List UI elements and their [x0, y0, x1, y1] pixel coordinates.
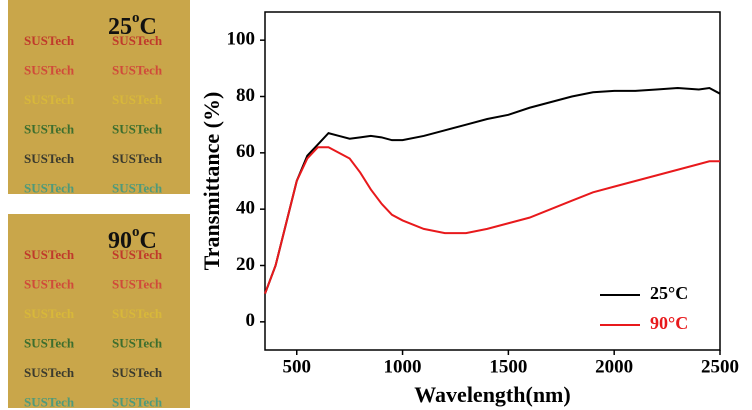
data-line: [264, 146, 720, 295]
x-tick-label: 2000: [595, 356, 633, 377]
photo-text: SUSTech: [24, 306, 75, 321]
photo-text: SUSTech: [112, 276, 163, 291]
photo-text: SUSTech: [112, 151, 163, 166]
y-tick-label: 60: [236, 141, 255, 162]
label-part: o: [132, 224, 140, 240]
photo-text: SUSTech: [24, 247, 75, 262]
photo-label: 90oC: [108, 224, 157, 253]
x-tick-label: 2500: [701, 356, 739, 377]
plot-frame: [264, 11, 721, 351]
photo-text: SUSTech: [24, 151, 75, 166]
label-part: o: [132, 10, 140, 26]
y-tick-label: 20: [236, 254, 255, 275]
photo-text: SUSTech: [24, 92, 75, 107]
photo-text: SUSTech: [112, 335, 163, 350]
x-tick-label: 500: [282, 356, 311, 377]
photo-text: SUSTech: [24, 394, 75, 409]
label-part: C: [140, 228, 157, 254]
data-line: [264, 87, 721, 295]
label-part: 25: [108, 14, 132, 40]
photo-text: SUSTech: [112, 92, 163, 107]
photo-text: SUSTech: [24, 121, 75, 136]
photo-text: SUSTech: [112, 62, 163, 77]
x-axis-label: Wavelength(nm): [414, 382, 570, 407]
x-tick-label: 1500: [489, 356, 527, 377]
photo-text: SUSTech: [24, 276, 75, 291]
y-tick-label: 100: [227, 29, 256, 50]
label-part: 90: [108, 228, 132, 254]
y-tick-label: 40: [236, 198, 255, 219]
photo-text: SUSTech: [24, 62, 75, 77]
photo-text: SUSTech: [24, 365, 75, 380]
x-tick-label: 1000: [384, 356, 422, 377]
legend-label: 25°C: [650, 283, 688, 303]
photo-label: 25oC: [108, 10, 157, 39]
photo: [8, 0, 190, 194]
y-tick-label: 80: [236, 85, 255, 106]
photo: [8, 214, 190, 408]
photo-text: SUSTech: [112, 180, 163, 195]
legend-label: 90°C: [650, 313, 688, 333]
photo-text: SUSTech: [24, 180, 75, 195]
photo-text: SUSTech: [112, 247, 163, 262]
photo-text: SUSTech: [112, 306, 163, 321]
photo-text: SUSTech: [112, 33, 163, 48]
photo-text: SUSTech: [24, 33, 75, 48]
photo-text: SUSTech: [112, 365, 163, 380]
y-axis-label: Transmittance (%): [199, 92, 224, 271]
y-tick-label: 0: [246, 310, 256, 331]
label-part: C: [140, 14, 157, 40]
photo-text: SUSTech: [24, 335, 75, 350]
photo-text: SUSTech: [112, 394, 163, 409]
photo-text: SUSTech: [112, 121, 163, 136]
